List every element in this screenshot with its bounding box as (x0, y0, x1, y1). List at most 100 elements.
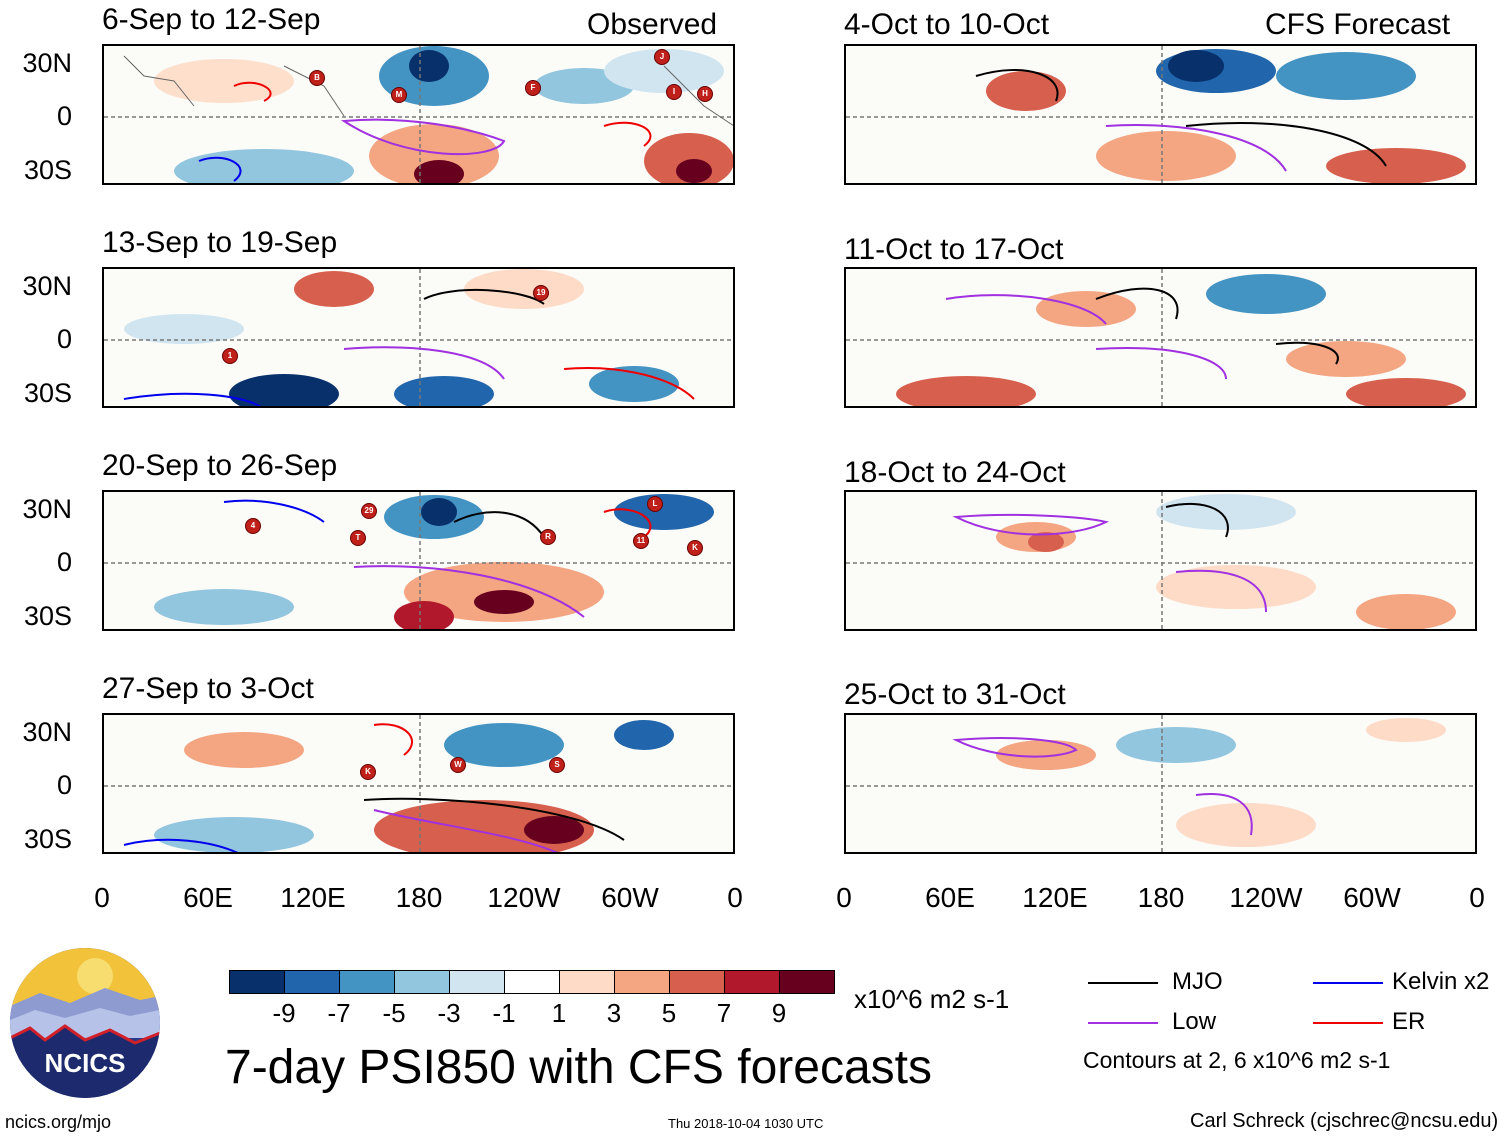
lat-label-30n: 30N (22, 48, 72, 78)
lon-label: 0 (94, 882, 110, 913)
storm-marker-icon: J (654, 49, 670, 65)
observed-header: Observed (587, 8, 718, 41)
forecast-panel-title: 18-Oct to 24-Oct (844, 456, 1066, 489)
footer-timestamp: Thu 2018-10-04 1030 UTC (668, 1116, 824, 1131)
storm-marker-icon: K (360, 764, 376, 780)
storm-marker-icon: I (666, 84, 682, 100)
lat-label-eq: 0 (56, 547, 72, 577)
lon-label: 0 (1469, 882, 1485, 913)
forecast-map-4 (844, 713, 1477, 854)
colorbar-units: x10^6 m2 s-1 (854, 984, 1010, 1014)
colorbar-tick-label: -9 (272, 998, 296, 1028)
logo-text: NCICS (44, 1048, 126, 1078)
observed-map-4 (102, 713, 735, 854)
storm-marker-icon: B (309, 70, 325, 86)
footer-site: ncics.org/mjo (5, 1112, 112, 1132)
colorbar-tick-label: -7 (327, 998, 351, 1028)
colorbar-tick-label: 9 (771, 998, 787, 1028)
observed-panel-title: 6-Sep to 12-Sep (102, 3, 321, 36)
main-title: 7-day PSI850 with CFS forecasts (225, 1041, 932, 1094)
colorbar-swatch (614, 970, 670, 994)
colorbar-swatch (779, 970, 835, 994)
colorbar-tick-label: -3 (437, 998, 461, 1028)
forecast-map-3 (844, 490, 1477, 631)
storm-marker-icon: F (525, 80, 541, 96)
lat-label-30s: 30S (23, 378, 72, 408)
legend-label-er: ER (1392, 1008, 1426, 1035)
storm-marker-icon: 1 (222, 348, 238, 364)
legend-line-low (1088, 1022, 1158, 1024)
footer-credit: Carl Schreck (cjschrec@ncsu.edu) (1190, 1110, 1499, 1132)
storm-marker-icon: K (687, 540, 703, 556)
lon-label: 180 (1137, 882, 1185, 913)
lat-label-30n: 30N (22, 717, 72, 747)
colorbar-swatch (284, 970, 340, 994)
forecast-map-2 (844, 267, 1477, 408)
lat-label-30s: 30S (23, 824, 72, 854)
lat-label-30n: 30N (22, 271, 72, 301)
storm-marker-icon: L (647, 496, 663, 512)
legend-note: Contours at 2, 6 x10^6 m2 s-1 (1083, 1047, 1391, 1073)
observed-map-3 (102, 490, 735, 631)
storm-marker-icon: T (350, 530, 366, 546)
colorbar-tick-label: -1 (492, 998, 516, 1028)
legend-line-er (1313, 1022, 1383, 1024)
forecast-panel-title: 11-Oct to 17-Oct (844, 233, 1064, 266)
colorbar-tick-label: 5 (661, 998, 677, 1028)
legend-line-kelvin (1313, 982, 1383, 984)
observed-map-2 (102, 267, 735, 408)
colorbar-swatch (559, 970, 615, 994)
colorbar (229, 970, 835, 994)
storm-marker-icon: H (697, 86, 713, 102)
storm-marker-icon: M (391, 87, 407, 103)
ncics-logo: NCICS (10, 948, 160, 1098)
lon-label: 0 (836, 882, 852, 913)
forecast-panel-title: 4-Oct to 10-Oct (844, 8, 1050, 41)
colorbar-swatch (229, 970, 285, 994)
lat-label-30n: 30N (22, 494, 72, 524)
legend-label-kelvin: Kelvin x2 (1392, 968, 1490, 995)
lon-label: 120W (487, 882, 561, 913)
lat-label-eq: 0 (56, 101, 72, 131)
lon-label: 180 (395, 882, 443, 913)
observed-panel-title: 13-Sep to 19-Sep (102, 226, 338, 259)
lon-label: 120E (280, 882, 346, 913)
lat-label-eq: 0 (56, 324, 72, 354)
storm-marker-icon: R (540, 529, 556, 545)
colorbar-swatch (394, 970, 450, 994)
lon-label: 60W (1343, 882, 1401, 913)
lon-label: 120W (1229, 882, 1303, 913)
lon-label: 120E (1022, 882, 1088, 913)
forecast-header: CFS Forecast (1265, 8, 1451, 41)
observed-panel-title: 27-Sep to 3-Oct (102, 672, 314, 705)
colorbar-swatch (669, 970, 725, 994)
storm-marker-icon: S (549, 757, 565, 773)
forecast-map-1 (844, 44, 1477, 185)
observed-panel-title: 20-Sep to 26-Sep (102, 449, 338, 482)
storm-marker-icon: 29 (361, 503, 377, 519)
lon-label: 60E (183, 882, 233, 913)
lon-label: 60W (601, 882, 659, 913)
storm-marker-icon: 11 (633, 533, 649, 549)
colorbar-tick-label: 3 (606, 998, 622, 1028)
colorbar-tick-label: -5 (382, 998, 406, 1028)
legend-line-mjo (1088, 982, 1158, 984)
storm-marker-icon: W (450, 757, 466, 773)
legend-label-low: Low (1172, 1008, 1217, 1035)
colorbar-swatch (449, 970, 505, 994)
lat-label-30s: 30S (23, 601, 72, 631)
storm-marker-icon: 4 (245, 518, 261, 534)
colorbar-tick-label: 7 (716, 998, 732, 1028)
lon-label: 60E (925, 882, 975, 913)
legend-label-mjo: MJO (1172, 968, 1223, 995)
storm-marker-icon: 19 (533, 285, 549, 301)
colorbar-swatch (724, 970, 780, 994)
colorbar-swatch (504, 970, 560, 994)
colorbar-swatch (339, 970, 395, 994)
lon-label: 0 (727, 882, 743, 913)
forecast-panel-title: 25-Oct to 31-Oct (844, 678, 1066, 711)
lat-label-eq: 0 (56, 770, 72, 800)
colorbar-tick-label: 1 (551, 998, 567, 1028)
observed-map-1 (102, 44, 735, 185)
lat-label-30s: 30S (23, 155, 72, 185)
